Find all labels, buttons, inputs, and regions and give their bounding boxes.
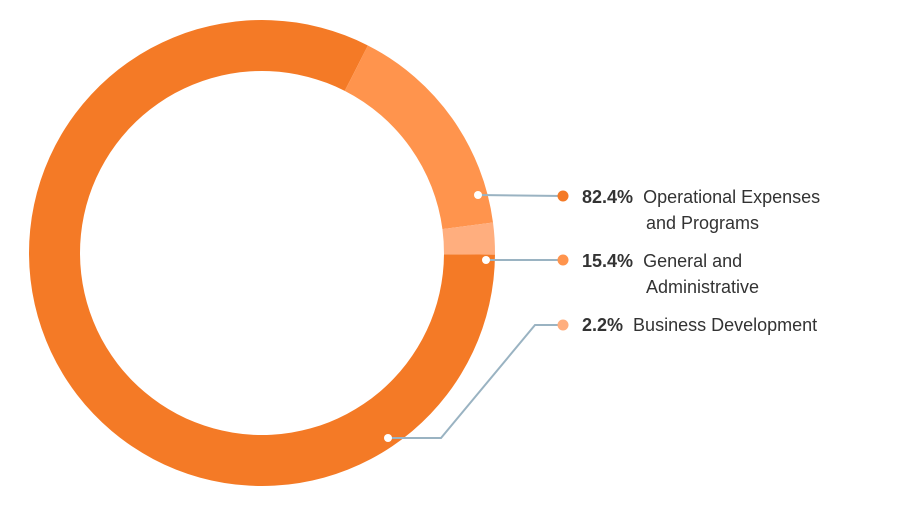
- legend-entry-general-administrative: 15.4% General and Administrative: [557, 251, 759, 297]
- legend-dot-operational-expenses: [557, 190, 569, 202]
- legend-connectors: [384, 191, 564, 442]
- connector-line-operational-expenses: [477, 194, 564, 197]
- slice-label-line-operational-expenses: Operational Expenses: [643, 187, 820, 207]
- legend-label-general-administrative: 15.4% General and: [582, 251, 742, 271]
- connector-anchor-business-development: [384, 434, 392, 442]
- connector-anchor-operational-expenses: [474, 191, 482, 199]
- legend-dot-general-administrative: [557, 254, 569, 266]
- slice-label-line-business-development: Business Development: [633, 315, 817, 335]
- slice-percent-general-administrative: 15.4%: [582, 251, 633, 271]
- slice-general-administrative: [344, 45, 493, 230]
- slice-business-development: [442, 222, 495, 255]
- slice-label-line-general-administrative: General and: [643, 251, 742, 271]
- legend-label-operational-expenses: 82.4% Operational Expenses: [582, 187, 820, 207]
- donut-slices: [29, 20, 495, 486]
- connector-line-business-development: [388, 324, 563, 439]
- legend-dot-business-development: [557, 319, 569, 331]
- legend-entry-operational-expenses: 82.4% Operational Expenses and Programs: [557, 187, 820, 233]
- slice-percent-operational-expenses: 82.4%: [582, 187, 633, 207]
- slice-percent-business-development: 2.2%: [582, 315, 623, 335]
- slice-label-line2-operational-expenses: and Programs: [646, 213, 759, 233]
- legend-entry-business-development: 2.2% Business Development: [557, 315, 817, 335]
- connector-anchor-general-administrative: [482, 256, 490, 264]
- slice-label-line2-general-administrative: Administrative: [646, 277, 759, 297]
- legend-label-business-development: 2.2% Business Development: [582, 315, 817, 335]
